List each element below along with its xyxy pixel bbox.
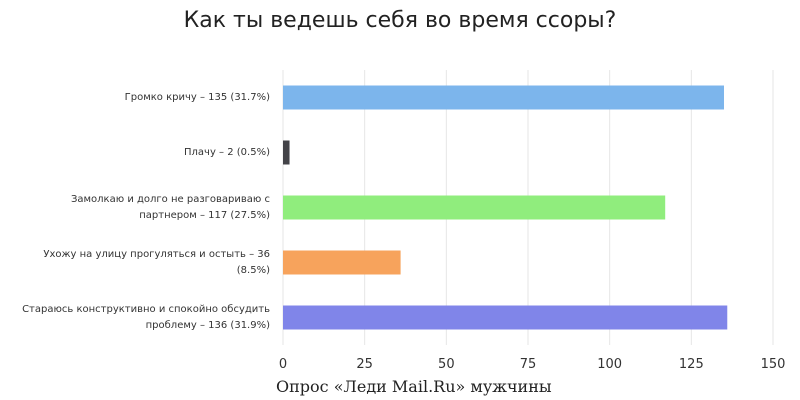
category-label-line: Стараюсь конструктивно и спокойно обсуди…: [22, 303, 270, 315]
x-tick-label: 125: [679, 357, 704, 372]
bar-4: [283, 305, 728, 330]
bar-0: [283, 85, 724, 110]
bar-2: [283, 195, 666, 220]
x-tick-label: 100: [597, 357, 622, 372]
category-label-line: Плачу – 2 (0.5%): [184, 146, 270, 158]
category-label-line: проблему – 136 (31.9%): [145, 319, 270, 331]
x-tick-label: 0: [279, 357, 287, 372]
x-tick-label: 25: [356, 357, 373, 372]
category-label-line: Замолкаю и долго не разговариваю с: [70, 193, 270, 205]
bar-1: [283, 140, 290, 165]
survey-caption: Опрос «Леди Mail.Ru» мужчины: [276, 377, 552, 396]
x-tick-label: 150: [761, 357, 786, 372]
category-label: Стараюсь конструктивно и спокойно обсуди…: [0, 302, 270, 334]
chart-title: Как ты ведешь себя во время ссоры?: [183, 8, 617, 33]
category-label-line: Громко кричу – 135 (31.7%): [124, 91, 270, 103]
category-label-line: Ухожу на улицу прогуляться и остыть – 36: [43, 248, 270, 260]
bar-3: [283, 250, 401, 275]
category-label: Плачу – 2 (0.5%): [0, 145, 270, 161]
x-tick-label: 50: [438, 357, 455, 372]
category-label: Громко кричу – 135 (31.7%): [0, 90, 270, 106]
category-label-line: партнером – 117 (27.5%): [139, 209, 270, 221]
category-label-line: (8.5%): [236, 264, 270, 276]
category-label: Замолкаю и долго не разговариваю с партне…: [0, 192, 270, 224]
x-tick-label: 75: [520, 357, 537, 372]
category-label: Ухожу на улицу прогуляться и остыть – 36…: [0, 247, 270, 279]
